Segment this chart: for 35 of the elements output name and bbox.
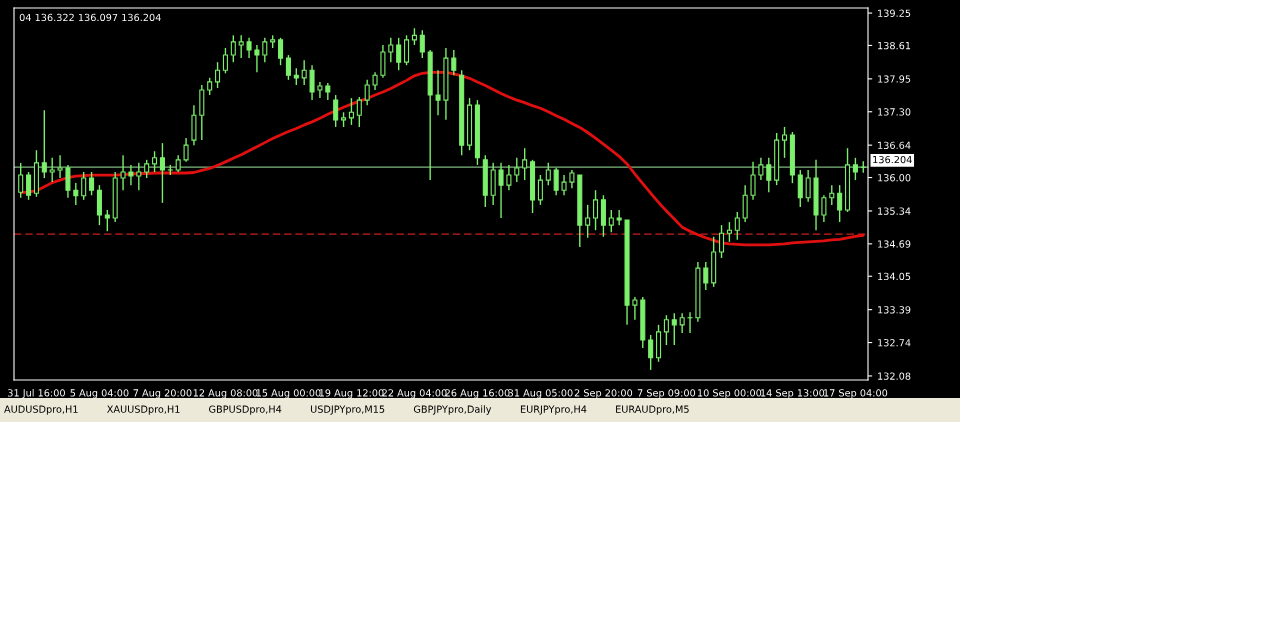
x-tick-label: 26 Aug 16:00 (445, 389, 510, 399)
y-tick-label: 137.95 (878, 75, 911, 83)
chart-subtitle: 04 136.322 136.097 136.204 (19, 13, 161, 22)
text: EURAUDpro,M5 (616, 405, 689, 415)
x-tick-label: 15 Aug 00:00 (256, 389, 321, 399)
x-tick-label: 14 Sep 13:00 (761, 389, 825, 399)
y-tick-label: 135.34 (878, 207, 911, 215)
y-tick-label: 134.69 (878, 240, 911, 248)
y-tick-label: 132.08 (878, 372, 911, 380)
text: GBPUSDpro,H4 (209, 405, 282, 415)
text: GBPJPYpro,Daily (413, 405, 492, 415)
y-tick-label: 138.61 (878, 41, 911, 50)
x-tick-label: 12 Aug 08:00 (193, 389, 258, 399)
y-tick-label: 137.30 (878, 108, 911, 116)
y-tick-label: 139.25 (878, 9, 911, 17)
text: EURJPYpro,H4 (520, 405, 587, 415)
x-tick-label: 31 Aug 05:00 (508, 389, 573, 399)
x-tick-label: 10 Sep 00:00 (698, 389, 762, 399)
y-tick-label: 133.39 (878, 306, 911, 314)
x-tick-label: 22 Aug 04:00 (382, 389, 447, 399)
y-tick-label: 136.00 (878, 174, 911, 182)
x-tick-label: 17 Sep 04:00 (824, 389, 888, 399)
x-tick-label: 2 Sep 20:00 (574, 389, 633, 399)
y-tick-label: 134.05 (878, 272, 911, 281)
x-tick-label: 7 Sep 09:00 (637, 389, 696, 399)
text: AUDUSDpro,H1 (4, 405, 78, 415)
text: XAUUSDpro,H1 (107, 405, 180, 415)
x-tick-label: 19 Aug 12:00 (319, 389, 384, 399)
y-tick-label: 132.74 (878, 339, 911, 347)
ref-line-label: 136.204 (873, 155, 912, 164)
x-tick-label: 31 Jul 16:00 (8, 389, 65, 399)
x-tick-label: 7 Aug 20:00 (133, 389, 192, 399)
y-tick-label: 136.64 (878, 141, 911, 149)
x-tick-label: 5 Aug 04:00 (70, 389, 129, 399)
text: USDJPYpro,M15 (310, 405, 385, 415)
